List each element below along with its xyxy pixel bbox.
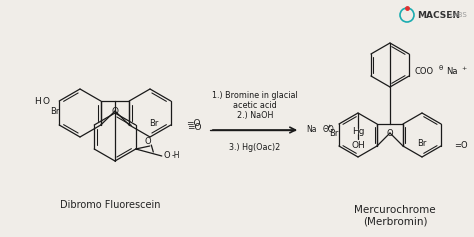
- Text: 2.) NaOH: 2.) NaOH: [237, 110, 273, 119]
- Text: Br: Br: [149, 118, 159, 128]
- Text: 1.) Bromine in glacial: 1.) Bromine in glacial: [212, 91, 298, 100]
- Text: Br: Br: [329, 128, 338, 137]
- Text: Na: Na: [307, 124, 317, 133]
- Text: COO: COO: [414, 67, 433, 76]
- Text: O: O: [164, 151, 171, 160]
- Text: ΘO: ΘO: [322, 124, 334, 133]
- Text: O: O: [42, 96, 49, 105]
- Text: LABS: LABS: [449, 12, 467, 18]
- Text: O: O: [387, 128, 393, 137]
- Text: 3.) Hg(Oac)2: 3.) Hg(Oac)2: [229, 143, 281, 152]
- Text: +: +: [326, 123, 331, 128]
- Text: θ: θ: [439, 65, 443, 71]
- Text: Na: Na: [446, 67, 457, 76]
- Text: Br: Br: [417, 140, 427, 149]
- Text: (Merbromin): (Merbromin): [363, 217, 427, 227]
- Text: O: O: [111, 106, 118, 115]
- Text: =O: =O: [187, 123, 201, 132]
- Text: =O: =O: [186, 118, 201, 128]
- Text: H: H: [35, 96, 41, 105]
- Text: Hg: Hg: [352, 127, 364, 136]
- Text: =O: =O: [454, 141, 468, 150]
- Text: acetic acid: acetic acid: [233, 100, 277, 109]
- Text: -H: -H: [172, 151, 180, 160]
- Text: Br: Br: [51, 106, 60, 115]
- Text: Mercurochrome: Mercurochrome: [354, 205, 436, 215]
- Text: +: +: [461, 65, 466, 70]
- Text: OH: OH: [351, 141, 365, 150]
- Text: O: O: [145, 137, 151, 146]
- Text: MACSEN: MACSEN: [417, 10, 460, 19]
- Text: Dibromo Fluorescein: Dibromo Fluorescein: [60, 200, 160, 210]
